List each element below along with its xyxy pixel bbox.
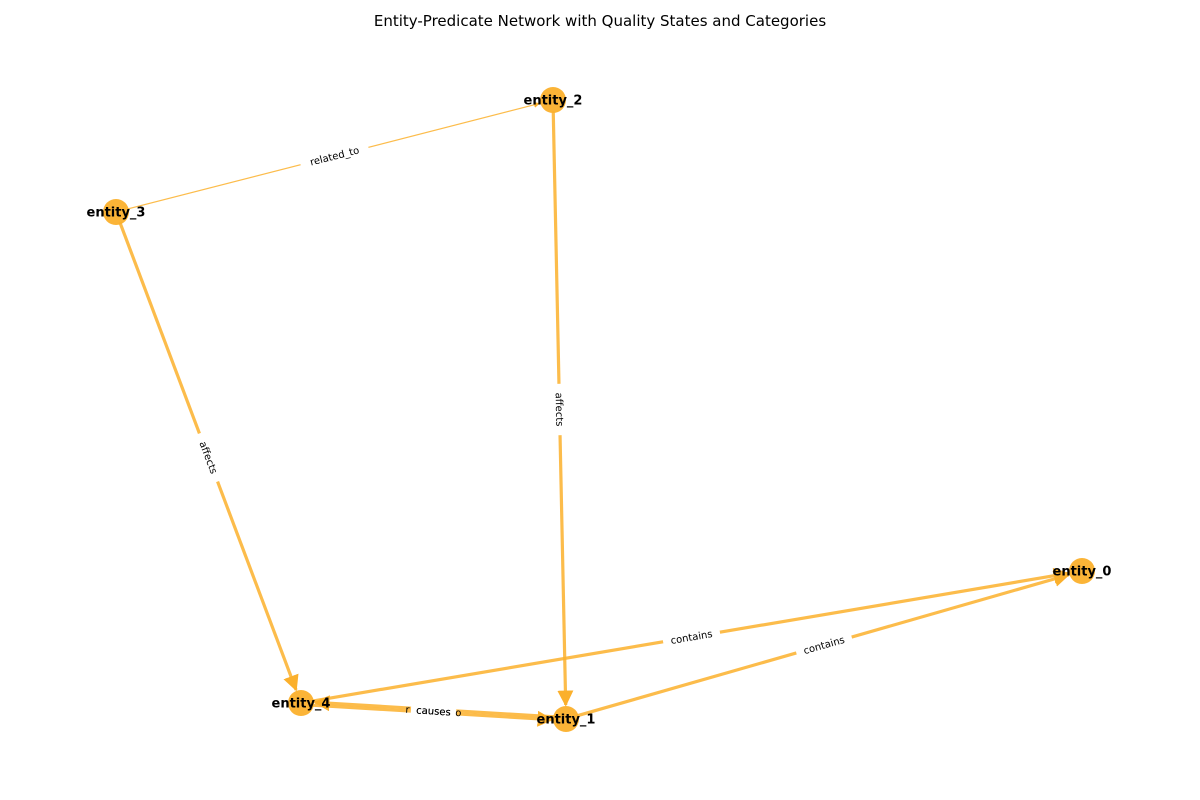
edge-label-entity_1-entity_4: causes xyxy=(416,705,451,718)
node-entity_2 xyxy=(540,87,566,113)
edge-label-entity_1-entity_0: contains xyxy=(794,630,854,660)
node-label-entity_0: entity_0 xyxy=(1053,565,1112,580)
edge-label-text: causes xyxy=(416,705,451,718)
edge-label-text: contains xyxy=(670,629,714,647)
diagram-title: Entity-Predicate Network with Quality St… xyxy=(373,12,827,30)
node-entity_4 xyxy=(288,690,314,716)
nodes-layer xyxy=(103,87,1095,732)
edge-label-entity_4-entity_1: causes xyxy=(410,702,457,720)
edge-label-text: affects xyxy=(553,393,565,427)
node-label-entity_3: entity_3 xyxy=(87,206,146,221)
partial-label-left: r xyxy=(405,705,411,716)
node-labels-layer: entity_0 entity_1 entity_2 entity_3 entity_4 xyxy=(87,94,1112,728)
node-entity_1 xyxy=(553,706,579,732)
edge-label-entity_2-entity_1: affects xyxy=(551,383,568,436)
edge-label-entity_4-entity_0: contains xyxy=(661,625,722,649)
edge-label-text: causes xyxy=(416,705,451,718)
node-label-entity_4: entity_4 xyxy=(272,697,331,712)
partial-label-right: o xyxy=(455,708,462,719)
edge-label-entity_3-entity_4: affects xyxy=(192,430,225,485)
node-label-entity_1: entity_1 xyxy=(537,713,596,728)
edge-label-entity_3-entity_2: related_to xyxy=(298,140,371,172)
edges-layer xyxy=(118,101,1071,727)
node-entity_0 xyxy=(1069,558,1095,584)
node-entity_3 xyxy=(103,199,129,225)
node-label-entity_2: entity_2 xyxy=(524,94,583,109)
